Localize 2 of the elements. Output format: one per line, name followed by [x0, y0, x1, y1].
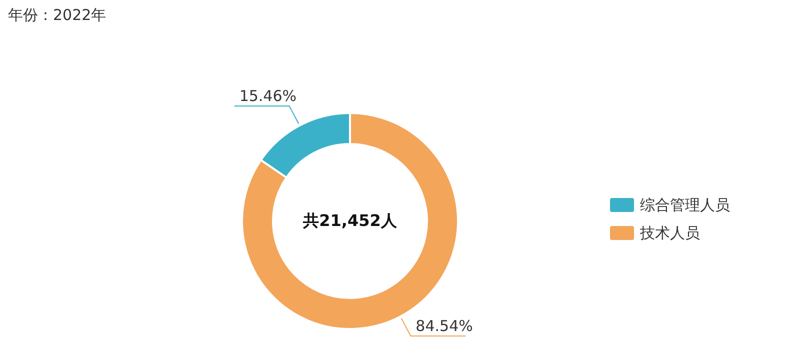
annotation: 共21,452人 — [303, 211, 397, 230]
title: 年份：2022年 — [8, 6, 106, 24]
